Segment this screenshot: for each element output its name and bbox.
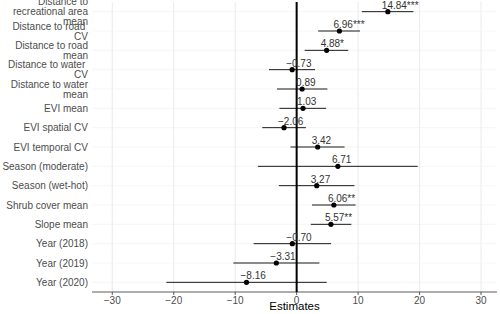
data-label: 5.57**: [325, 212, 352, 223]
category-label: EVI mean: [44, 103, 88, 114]
tick-label: 10: [353, 295, 365, 306]
data-label: 0.89: [296, 77, 316, 88]
grid-line: [92, 147, 497, 148]
data-label: 1.03: [297, 96, 317, 107]
tick-label: −30: [104, 295, 121, 306]
data-label: −8.16: [241, 270, 267, 281]
axis-title: Estimates: [269, 300, 320, 312]
data-label: −0.73: [286, 58, 312, 69]
category-label: Year (2019): [36, 258, 88, 269]
category-label: Season (moderate): [2, 161, 88, 172]
data-label: 6.06**: [328, 193, 355, 204]
label-line: mean: [63, 89, 88, 100]
data-label: 6.71: [332, 154, 352, 165]
data-label: 3.27: [311, 174, 331, 185]
category-label: Shrub cover mean: [6, 200, 88, 211]
tick-label: −10: [227, 295, 244, 306]
category-label: Distance to watermean: [11, 79, 89, 100]
grid-line: [92, 127, 497, 128]
category-label: Distance to water CV: [8, 59, 88, 80]
grid-line: [92, 166, 497, 167]
grid-line: [92, 50, 497, 51]
grid-line: [92, 11, 497, 12]
grid-line: [92, 224, 497, 225]
grid-line: [92, 89, 497, 90]
category-label: EVI temporal CV: [14, 142, 89, 153]
data-label: 4.88*: [321, 38, 344, 49]
tick-label: −20: [165, 295, 182, 306]
category-label: Distance to roadmean: [15, 40, 88, 61]
tick-label: 30: [475, 295, 487, 306]
data-label: −3.31: [270, 251, 296, 262]
data-label: 6.96***: [333, 19, 364, 30]
chart: −30−20−10010203014.84***6.96***4.88*−0.7…: [0, 0, 500, 314]
data-label: −0.70: [286, 232, 312, 243]
data-label: 14.84***: [382, 0, 419, 11]
category-label: EVI spatial CV: [24, 122, 89, 133]
category-label: Slope mean: [35, 219, 88, 230]
grid-line: [92, 31, 497, 32]
tick-label: 20: [414, 295, 426, 306]
category-label: Year (2018): [36, 238, 88, 249]
data-label: 3.42: [312, 135, 332, 146]
category-label: Season (wet-hot): [12, 180, 88, 191]
grid-line: [92, 185, 497, 186]
grid-line: [92, 282, 497, 283]
data-label: −2.06: [278, 116, 304, 127]
category-label: Distance to road CV: [12, 21, 88, 42]
grid-line: [92, 108, 497, 109]
category-label: Year (2020): [36, 277, 88, 288]
marks: [166, 9, 417, 285]
grid-line: [92, 263, 497, 264]
grid-line: [92, 205, 497, 206]
x-axis: [92, 292, 497, 293]
